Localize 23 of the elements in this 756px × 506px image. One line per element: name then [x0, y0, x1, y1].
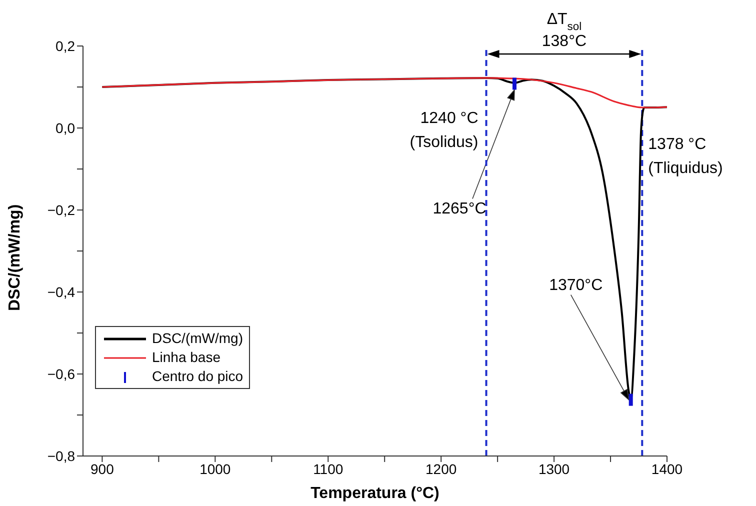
x-axis-title: Temperatura (°C) — [310, 485, 440, 502]
y-tick-label: 0,2 — [56, 38, 76, 54]
y-tick-label: −0,4 — [47, 284, 76, 300]
line-series — [101, 77, 667, 108]
y-tick-label: 0,0 — [56, 120, 76, 136]
ref-line-label: 1378 °C (Tliquidus) — [648, 136, 723, 177]
legend-label: DSC/(mW/mg) — [152, 329, 243, 348]
x-tick-label: 1200 — [426, 460, 457, 477]
x-tick-label: 1100 — [313, 460, 344, 477]
y-axis-title: DSC/(mW/mg) — [6, 204, 24, 311]
annotation: ΔT$_{sol}$ 138°C — [542, 11, 587, 50]
y-tick-label: −0,6 — [47, 366, 76, 382]
x-tick-label: 900 — [90, 460, 114, 477]
y-tick-label: −0,8 — [47, 448, 76, 464]
ref-line-label: 1240 °C (Tsolidus) — [410, 110, 478, 151]
y-tick-label: −0,2 — [47, 202, 76, 218]
x-tick-label: 1300 — [538, 460, 570, 477]
legend-label: Linha base — [152, 348, 221, 367]
annotation: 1370°C — [549, 276, 603, 294]
legend-label: Centro do pico — [152, 367, 244, 386]
x-tick-label: 1400 — [651, 460, 683, 477]
x-tick-label: 1000 — [200, 460, 231, 477]
annotation: 1265°C — [432, 200, 486, 218]
